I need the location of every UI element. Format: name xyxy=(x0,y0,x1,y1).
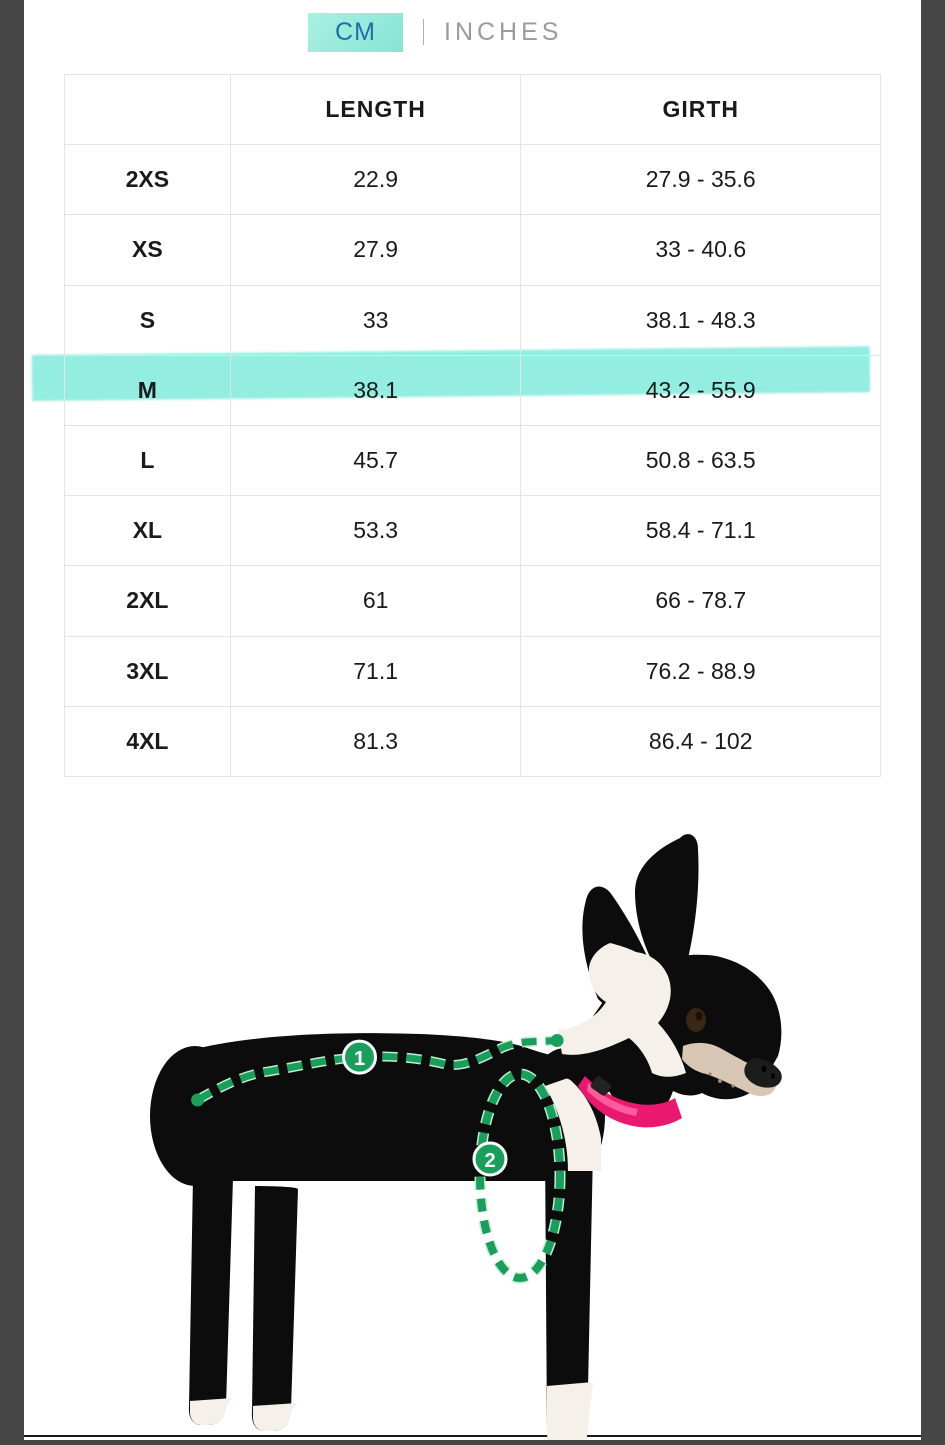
svg-text:2: 2 xyxy=(484,1150,495,1172)
svg-text:1: 1 xyxy=(354,1048,365,1070)
